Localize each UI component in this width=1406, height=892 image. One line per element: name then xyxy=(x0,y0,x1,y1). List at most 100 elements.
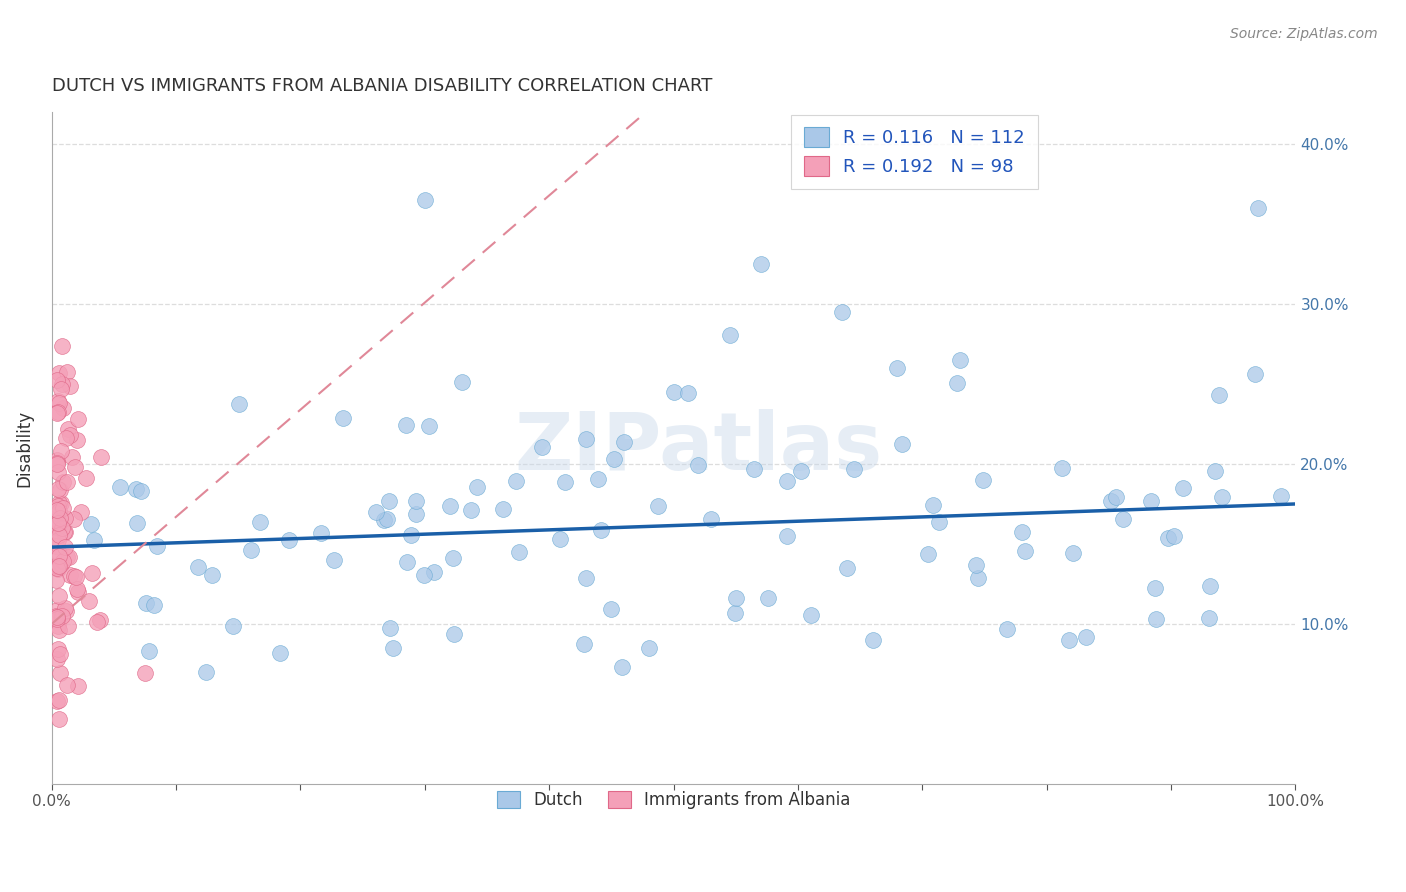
Point xyxy=(46,503,69,517)
Point xyxy=(554,475,576,489)
Point xyxy=(508,545,530,559)
Point xyxy=(378,621,401,635)
Point xyxy=(1244,368,1267,382)
Point xyxy=(742,462,765,476)
Point xyxy=(405,493,427,508)
Point xyxy=(451,375,474,389)
Point xyxy=(439,499,461,513)
Point xyxy=(195,665,218,679)
Point xyxy=(378,494,401,508)
Point xyxy=(1208,387,1230,401)
Point xyxy=(377,512,399,526)
Point xyxy=(48,483,70,498)
Point xyxy=(48,395,70,409)
Point xyxy=(613,435,636,450)
Point xyxy=(80,516,103,531)
Point xyxy=(381,640,404,655)
Point xyxy=(83,533,105,547)
Point xyxy=(1011,525,1033,540)
Point xyxy=(603,451,626,466)
Point xyxy=(45,539,67,553)
Point xyxy=(373,513,395,527)
Point xyxy=(45,602,67,616)
Point xyxy=(572,637,595,651)
Point xyxy=(52,401,75,415)
Point xyxy=(125,516,148,530)
Point xyxy=(323,553,346,567)
Point xyxy=(366,505,388,519)
Point xyxy=(1143,582,1166,596)
Point xyxy=(332,410,354,425)
Point xyxy=(56,475,79,489)
Point xyxy=(187,560,209,574)
Point xyxy=(108,480,131,494)
Point xyxy=(53,540,76,554)
Point xyxy=(775,475,797,489)
Point xyxy=(49,495,72,509)
Point xyxy=(45,609,67,624)
Point xyxy=(662,385,685,400)
Point xyxy=(413,193,436,207)
Point xyxy=(921,498,943,512)
Point xyxy=(48,527,70,541)
Point xyxy=(972,473,994,487)
Point xyxy=(966,572,988,586)
Point xyxy=(67,679,90,693)
Point xyxy=(58,549,80,564)
Point xyxy=(1140,493,1163,508)
Point xyxy=(55,432,77,446)
Point xyxy=(66,582,89,597)
Point xyxy=(1199,580,1222,594)
Point xyxy=(46,453,69,467)
Point xyxy=(45,456,67,470)
Point xyxy=(790,464,813,478)
Point xyxy=(441,551,464,566)
Point xyxy=(46,394,69,409)
Point xyxy=(70,505,93,519)
Point xyxy=(756,591,779,605)
Point xyxy=(55,678,77,692)
Point xyxy=(530,440,553,454)
Point xyxy=(48,549,70,564)
Point xyxy=(46,612,69,626)
Point xyxy=(65,569,87,583)
Point xyxy=(637,640,659,655)
Point xyxy=(46,516,69,531)
Point xyxy=(1099,493,1122,508)
Point xyxy=(67,412,90,426)
Point xyxy=(77,594,100,608)
Point xyxy=(548,532,571,546)
Point xyxy=(399,528,422,542)
Point xyxy=(52,554,75,568)
Point xyxy=(89,613,111,627)
Point xyxy=(686,458,709,472)
Point xyxy=(48,546,70,560)
Point xyxy=(965,558,987,573)
Point xyxy=(862,632,884,647)
Point xyxy=(45,525,67,540)
Point xyxy=(201,568,224,582)
Point xyxy=(48,642,70,657)
Point xyxy=(46,482,69,496)
Point xyxy=(56,619,79,633)
Point xyxy=(51,609,73,624)
Point xyxy=(405,507,427,521)
Point xyxy=(82,566,104,580)
Point xyxy=(749,257,772,271)
Point xyxy=(492,502,515,516)
Point xyxy=(49,382,72,396)
Point xyxy=(46,694,69,708)
Point xyxy=(134,666,156,681)
Point xyxy=(135,597,157,611)
Point xyxy=(647,499,669,513)
Point xyxy=(53,525,76,540)
Point xyxy=(1014,544,1036,558)
Point xyxy=(945,376,967,390)
Point xyxy=(129,484,152,499)
Point xyxy=(48,496,70,510)
Point xyxy=(917,547,939,561)
Point xyxy=(86,615,108,629)
Point xyxy=(1204,464,1226,478)
Point xyxy=(59,379,82,393)
Point xyxy=(66,584,89,599)
